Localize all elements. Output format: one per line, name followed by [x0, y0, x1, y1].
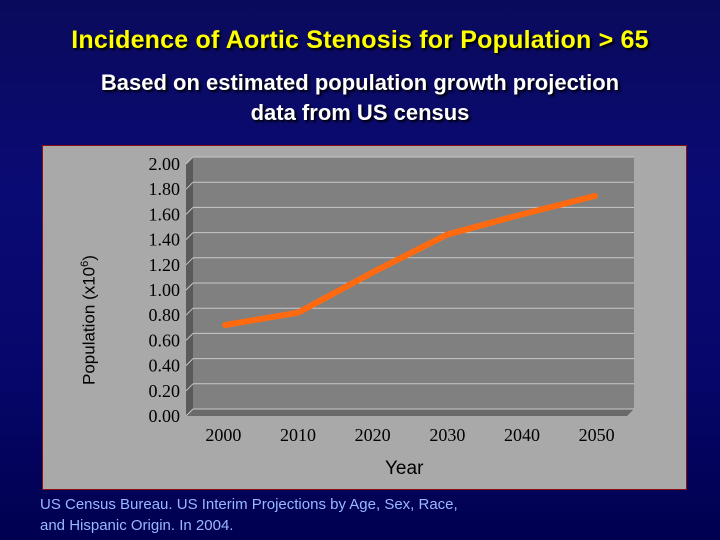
data-point	[221, 323, 225, 327]
x-tick-label: 2030	[429, 425, 465, 445]
y-tick-label: 1.60	[149, 204, 181, 224]
gridline-side	[185, 358, 194, 366]
y-axis-label: Population (x106)	[79, 255, 100, 385]
gridline-side	[185, 383, 194, 392]
series-line	[222, 192, 598, 329]
y-tick-label: 1.20	[149, 255, 181, 275]
y-tick-label: 0.20	[149, 381, 181, 401]
gridline-side	[185, 333, 194, 341]
data-point	[296, 311, 300, 315]
gridline-side	[185, 282, 194, 291]
y-tick-label: 1.80	[149, 179, 181, 199]
slide-title: Incidence of Aortic Stenosis for Populat…	[71, 26, 649, 54]
gridline-side	[185, 307, 194, 316]
gridline-side	[185, 408, 194, 417]
gridline-side	[185, 257, 194, 266]
data-point	[371, 270, 375, 274]
x-tick-label: 2040	[504, 425, 540, 445]
subtitle-line-1: Based on estimated population growth pro…	[100, 70, 620, 95]
gridline-side	[185, 232, 194, 240]
y-tick-label: 0.80	[149, 305, 181, 325]
y-tick-label: 2.00	[149, 154, 181, 174]
x-tick-label: 2010	[280, 425, 316, 445]
y-tick-label: 1.40	[149, 230, 181, 250]
source-line-2: and Hispanic Origin. In 2004.	[40, 517, 234, 534]
data-point	[520, 212, 524, 216]
y-tick-label: 0.60	[149, 330, 181, 350]
data-point	[445, 233, 449, 237]
slide-subtitle: Based on estimated population growth pro…	[0, 68, 720, 128]
gridline-side	[185, 207, 194, 215]
gridline-side	[185, 181, 194, 190]
y-axis-label-exponent: 6	[79, 260, 91, 267]
source-citation: US Census Bureau. US Interim Projections…	[40, 494, 600, 536]
y-axis-label-suffix: )	[79, 255, 99, 261]
y-axis-label-prefix: Population (x10	[79, 266, 99, 385]
x-tick-label: 2000	[205, 425, 241, 445]
x-axis-label: Year	[385, 458, 424, 479]
y-tick-label: 0.40	[149, 356, 181, 376]
plot-floor	[186, 409, 634, 416]
x-tick-label: 2050	[579, 425, 615, 445]
y-tick-label: 0.00	[149, 406, 181, 426]
data-point	[595, 194, 599, 197]
subtitle-line-2: data from US census	[250, 100, 470, 125]
source-line-1: US Census Bureau. US Interim Projections…	[40, 496, 458, 513]
gridline-side	[185, 156, 194, 165]
y-tick-label: 1.00	[149, 280, 181, 300]
x-tick-label: 2020	[355, 425, 391, 445]
